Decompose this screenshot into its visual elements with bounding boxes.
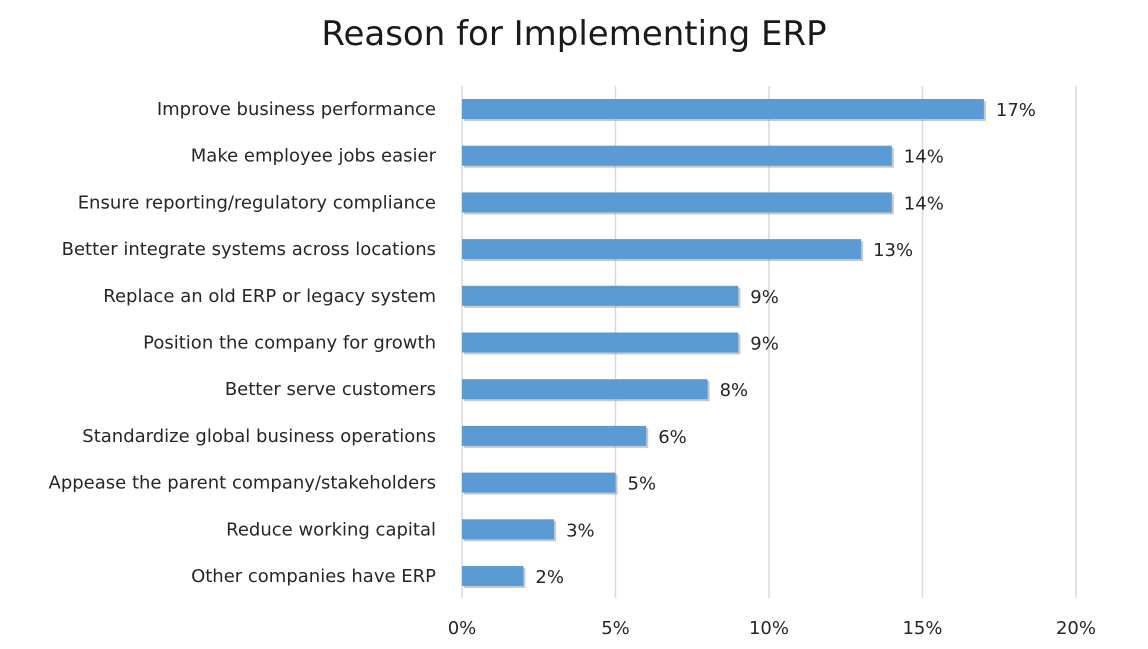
category-label: Better integrate systems across location… bbox=[62, 239, 436, 260]
category-label: Other companies have ERP bbox=[191, 566, 436, 587]
data-label: 8% bbox=[720, 380, 749, 401]
x-tick-label: 20% bbox=[1056, 618, 1096, 639]
x-tick-label: 15% bbox=[902, 618, 942, 639]
x-tick-label: 0% bbox=[448, 618, 477, 639]
bar bbox=[462, 472, 616, 493]
category-label: Better serve customers bbox=[225, 379, 436, 400]
chart-title: Reason for Implementing ERP bbox=[321, 14, 827, 54]
bar bbox=[462, 145, 892, 166]
data-label: 5% bbox=[628, 474, 657, 495]
category-label: Improve business performance bbox=[157, 99, 436, 120]
data-label: 9% bbox=[750, 287, 779, 308]
data-label: 13% bbox=[873, 240, 913, 261]
data-label: 3% bbox=[566, 520, 595, 541]
bar bbox=[462, 519, 555, 540]
bar bbox=[462, 285, 739, 306]
x-tick-label: 10% bbox=[749, 618, 789, 639]
category-label: Make employee jobs easier bbox=[191, 146, 437, 167]
category-label: Replace an old ERP or legacy system bbox=[103, 286, 436, 307]
bar bbox=[462, 239, 862, 260]
data-label: 14% bbox=[904, 147, 944, 168]
category-label: Position the company for growth bbox=[143, 333, 436, 354]
bar bbox=[462, 192, 892, 213]
category-label: Appease the parent company/stakeholders bbox=[49, 473, 436, 494]
data-label: 17% bbox=[996, 100, 1036, 121]
bar bbox=[462, 425, 647, 446]
category-label: Reduce working capital bbox=[226, 519, 436, 540]
x-tick-label: 5% bbox=[601, 618, 630, 639]
data-label: 2% bbox=[535, 567, 564, 588]
bar bbox=[462, 379, 708, 400]
category-label: Ensure reporting/regulatory compliance bbox=[78, 192, 436, 213]
category-label: Standardize global business operations bbox=[82, 426, 436, 447]
data-label: 6% bbox=[658, 427, 687, 448]
bar bbox=[462, 99, 984, 119]
data-label: 9% bbox=[750, 334, 779, 355]
bar bbox=[462, 566, 524, 586]
data-label: 14% bbox=[904, 193, 944, 214]
bar bbox=[462, 332, 739, 353]
